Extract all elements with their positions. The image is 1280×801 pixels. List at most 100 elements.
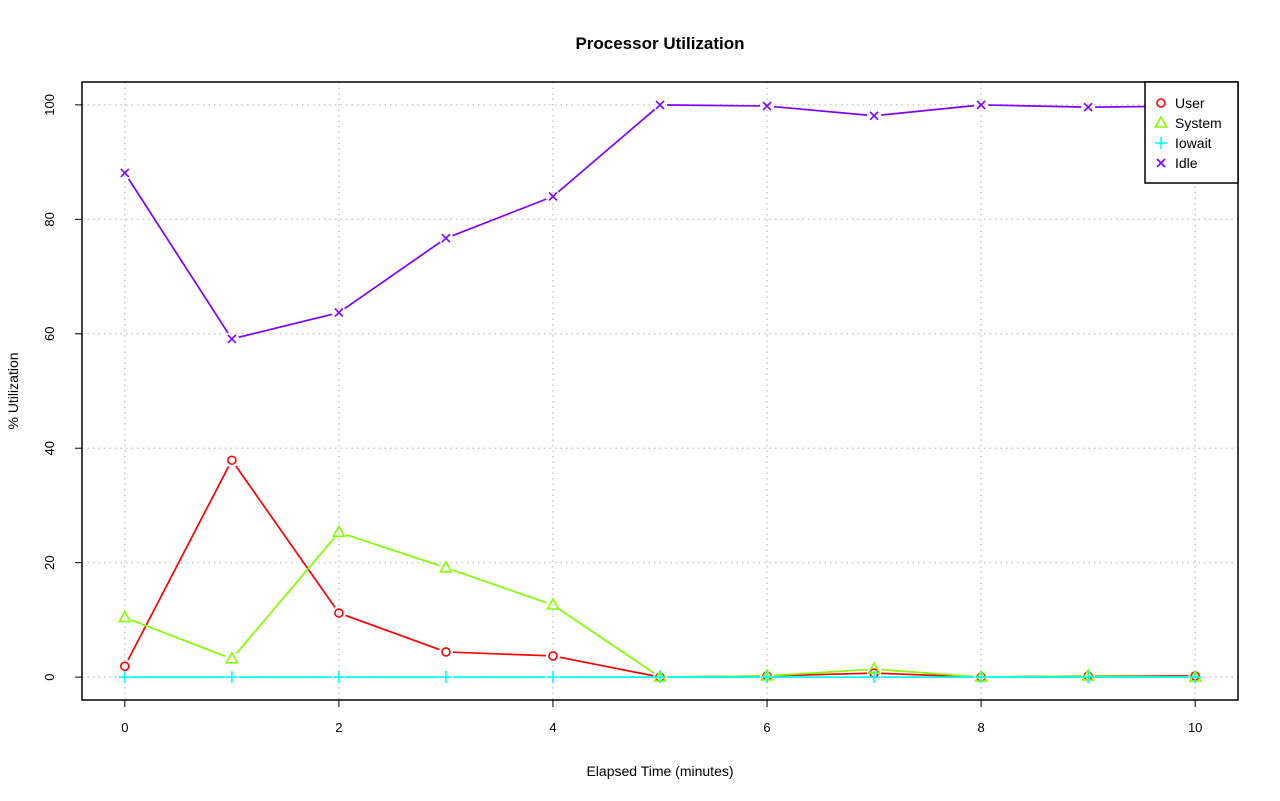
legend-item-system: System [1154, 115, 1222, 131]
y-tick-label: 20 [42, 555, 57, 569]
triangle-shape [439, 560, 453, 573]
plus-marker-icon [868, 671, 881, 684]
plus-marker-icon [761, 671, 774, 684]
cross-marker-icon [334, 308, 344, 318]
triangle-marker-icon [117, 609, 132, 623]
series-system [117, 524, 1203, 682]
series-segment [127, 466, 230, 661]
x-axis-label: Elapsed Time (minutes) [586, 763, 733, 779]
cross-b [976, 100, 986, 110]
cross-marker-icon [976, 100, 986, 110]
cross-marker-icon [762, 101, 772, 111]
circle-marker-icon [548, 651, 558, 661]
plus-marker-icon [1189, 671, 1202, 684]
cross-marker-icon [441, 233, 451, 243]
plus-marker-icon [332, 671, 345, 684]
triangle-marker-icon [224, 651, 239, 664]
triangle-shape [1154, 115, 1168, 128]
series-segment [452, 569, 547, 604]
series-segment [559, 656, 654, 677]
x-tick-label: 8 [977, 720, 984, 735]
grid [82, 82, 1238, 700]
triangle-marker-icon [332, 524, 346, 538]
legend-label: Idle [1175, 155, 1198, 171]
series-segment [666, 104, 761, 107]
series-segment [345, 533, 440, 567]
triangle-shape [332, 524, 346, 538]
series-segment [131, 619, 226, 658]
legend-label: System [1175, 115, 1222, 131]
cross-b [869, 111, 879, 121]
legend-item-idle: Idle [1156, 155, 1198, 171]
series-segment [773, 668, 868, 677]
series-segment [452, 651, 546, 657]
circle-marker-icon [441, 647, 451, 657]
x-tick-label: 4 [549, 720, 556, 735]
legend: User System Iowait Idle [1144, 81, 1239, 184]
circle-marker-icon [334, 608, 344, 618]
plus-marker-icon [546, 671, 559, 684]
legend-item-user: User [1156, 95, 1205, 111]
series-segment [344, 241, 441, 310]
series-segment [345, 614, 440, 651]
series-segment [557, 108, 656, 193]
legend-label: Iowait [1175, 135, 1212, 151]
x-tick-label: 6 [763, 720, 770, 735]
y-tick-label: 80 [42, 212, 57, 226]
series-segment [773, 105, 868, 116]
circle-shape [227, 455, 237, 466]
circle-shape [1156, 98, 1166, 108]
circle-shape [334, 608, 344, 618]
plot-frame [81, 81, 1239, 701]
cross-marker-icon [1083, 102, 1093, 112]
series-segment [235, 537, 336, 655]
series-segment [235, 465, 336, 608]
chart-title: Processor Utilization [575, 34, 744, 53]
x-tick-label: 2 [335, 720, 342, 735]
y-tick-label: 100 [42, 94, 57, 116]
cross-marker-icon [120, 168, 130, 178]
triangle-marker-icon [439, 560, 453, 573]
cross-marker-icon [548, 191, 558, 202]
cross-b [441, 233, 451, 243]
y-tick-label: 40 [42, 441, 57, 455]
circle-marker-icon [227, 455, 237, 466]
plus-marker-icon [654, 671, 666, 684]
cross-b [548, 191, 558, 202]
series-segment [452, 198, 547, 237]
y-tick-label: 0 [42, 673, 57, 680]
series-segment [238, 313, 333, 339]
circle-marker-icon [120, 661, 130, 672]
cross-marker-icon [869, 111, 879, 121]
plus-marker-icon [975, 671, 988, 684]
circle-shape [120, 661, 130, 672]
legend-item-iowait: Iowait [1155, 135, 1212, 151]
plus-marker-icon [225, 671, 238, 684]
x-tick-label: 0 [121, 720, 128, 735]
cross-marker-icon [1156, 158, 1166, 168]
circle-shape [548, 651, 558, 661]
cross-b [655, 100, 665, 110]
plus-marker-icon [439, 671, 452, 684]
cross-b [120, 168, 130, 178]
cross-b [227, 334, 237, 344]
cross-b [1156, 158, 1166, 168]
series-group [117, 100, 1203, 684]
y-tick-label: 60 [42, 327, 57, 341]
cross-b [1083, 102, 1093, 112]
triangle-shape [546, 597, 560, 610]
circle-marker-icon [1156, 98, 1166, 108]
triangle-shape [224, 651, 239, 664]
triangle-shape [117, 609, 132, 623]
plus-marker-icon [1155, 137, 1167, 149]
series-user [120, 455, 1200, 682]
series-iowait [118, 671, 1202, 684]
series-segment [127, 178, 229, 334]
cross-b [334, 308, 344, 318]
series-idle [120, 100, 1200, 344]
triangle-marker-icon [546, 597, 560, 610]
series-segment [880, 668, 975, 678]
triangle-marker-icon [1154, 115, 1168, 128]
